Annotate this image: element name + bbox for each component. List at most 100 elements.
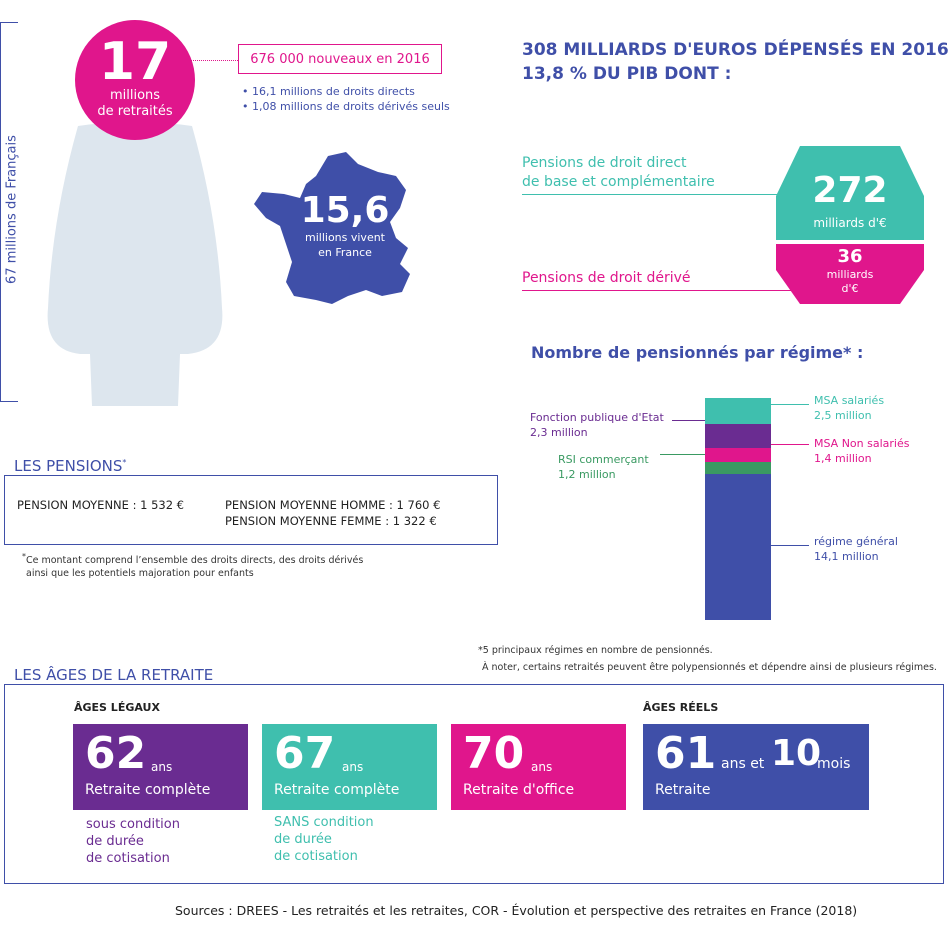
bar-segment-2 [705,447,771,463]
tick-msa-non-salaries [771,444,809,445]
age-card-70-unit: ans [531,760,553,774]
direct-pensions-label: Pensions de droit direct de base et comp… [522,154,715,192]
france-number: 15,6 [300,190,390,231]
regimes-footnote: *5 principaux régimes en nombre de pensi… [478,642,937,676]
derived-pensions-label: Pensions de droit dérivé [522,270,691,286]
spending-title-line1: 308 MILLIARDS D'EUROS DÉPENSÉS EN 2016 [522,40,949,60]
pensions-box: PENSION MOYENNE : 1 532 € PENSION MOYENN… [4,475,498,545]
bar-segment-3 [705,462,771,475]
derived-pensions-value: 36 [837,246,863,267]
real-ages-heading: ÂGES RÉELS [643,701,719,714]
age-card-67-label: Retraite complète [274,782,400,798]
pensions-footnote-mark: * [22,552,26,561]
direct-pensions-label-1: Pensions de droit direct [522,155,687,171]
sources: Sources : DREES - Les retraités et les r… [175,903,858,918]
label-msa-salaries: MSA salariés 2,5 million [814,393,884,423]
condition-62: sous condition de durée de cotisation [86,816,180,867]
label-msa-salaries-name: MSA salariés [814,394,885,407]
retirees-number: 17 [98,32,172,92]
condition-62-line1: sous condition [86,817,180,832]
france-map-icon [254,152,410,304]
pension-average: PENSION MOYENNE : 1 532 € [17,498,184,512]
bar-segment-0 [705,398,771,424]
population-label: 67 millions de Français [4,135,20,284]
retirees-label-1: millions [109,88,161,103]
derived-pensions-unit: milliards d'€ [800,268,900,296]
age-card-62-number: 62 [85,728,147,779]
label-regime-general-value: 14,1 million [814,550,879,563]
retirees-label-2: de retraités [97,104,173,119]
label-rsi-name: RSI commerçant [558,453,649,466]
age-card-real: 61 ans et 10 mois Retraite [643,724,869,810]
age-card-67: 67 ans Retraite complète [262,724,437,810]
pensions-footnote-1: Ce montant comprend l’ensemble des droit… [25,555,364,567]
pensions-footnote: *Ce montant comprend l’ensemble des droi… [22,550,363,580]
ages-title: LES ÂGES DE LA RETRAITE [14,666,214,684]
age-card-real-months-unit: mois [817,756,851,772]
pensions-footnote-2: ainsi que les potentiels majoration pour… [26,568,254,580]
population-bracket [0,22,19,402]
label-regime-general-name: régime général [814,535,898,548]
direct-pensions-line [522,194,777,195]
ages-box [4,684,944,884]
direct-pensions-unit: milliards d'€ [813,216,887,230]
condition-67: SANS condition de durée de cotisation [274,814,374,865]
pensions-title: LES PENSIONS* [14,457,126,475]
tick-rsi [660,454,705,455]
condition-62-line2: de durée [86,834,144,849]
condition-67-line1: SANS condition [274,815,374,830]
pensions-title-mark: * [122,458,127,467]
age-card-real-number: 61 [655,728,717,779]
legal-ages-heading: ÂGES LÉGAUX [74,701,160,714]
spending-hexagon [776,146,924,304]
condition-67-line3: de cotisation [274,849,358,864]
population-silhouette [47,122,223,406]
retirees-circle: 17 millions de retraités [75,20,195,140]
bar-segment-4 [705,474,771,620]
tick-msa-salaries [771,404,809,405]
age-card-62-unit: ans [151,760,173,774]
condition-67-line2: de durée [274,832,332,847]
age-card-real-unit: ans et [721,756,765,772]
age-card-67-number: 67 [274,728,336,779]
tick-fonction-publique [672,420,705,421]
new-retirees-box: 676 000 nouveaux en 2016 [238,44,442,74]
france-label: millions vivent en France [290,230,400,260]
label-msa-non-salaries-name: MSA Non salariés [814,437,910,450]
label-msa-non-salaries: MSA Non salariés 1,4 million [814,436,909,466]
bullet-direct-rights: • 16,1 millions de droits directs [242,85,415,98]
pension-average-women: PENSION MOYENNE FEMME : 1 322 € [225,514,437,528]
spending-title: 308 MILLIARDS D'EUROS DÉPENSÉS EN 2016 1… [522,38,949,86]
bullet-derived-rights: • 1,08 millions de droits dérivés seuls [242,100,450,113]
pensions-title-text: LES PENSIONS [14,457,123,475]
label-fonction-publique-name: Fonction publique d'Etat [530,411,664,424]
regimes-stacked-bar [705,398,771,620]
label-fonction-publique-value: 2,3 million [530,426,588,439]
label-fonction-publique: Fonction publique d'Etat 2,3 million [530,410,664,440]
age-card-70-number: 70 [463,728,525,779]
direct-pensions-value: 272 [812,170,888,211]
regimes-footnote-2: À noter, certains retraités peuvent être… [482,662,937,673]
spending-title-line2: 13,8 % DU PIB DONT : [522,64,732,84]
age-card-70-label: Retraite d'office [463,782,575,798]
direct-pensions-label-2: de base et complémentaire [522,174,715,190]
pension-average-men: PENSION MOYENNE HOMME : 1 760 € [225,498,441,512]
age-card-62: 62 ans Retraite complète [73,724,248,810]
france-label-2: en France [318,246,372,259]
age-card-67-unit: ans [342,760,364,774]
derived-pensions-unit-1: milliards [826,268,874,281]
condition-62-line3: de cotisation [86,851,170,866]
tick-regime-general [771,545,809,546]
connector-line [190,60,238,61]
derived-pensions-unit-2: d'€ [841,282,859,295]
bar-segment-1 [705,423,771,448]
rights-bullets: • 16,1 millions de droits directs • 1,08… [242,84,450,114]
regimes-title: Nombre de pensionnés par régime* : [531,343,864,362]
label-regime-general: régime général 14,1 million [814,534,898,564]
age-card-real-label: Retraite [655,782,711,798]
age-card-70: 70 ans Retraite d'office [451,724,626,810]
france-label-1: millions vivent [305,231,385,244]
label-rsi: RSI commerçant 1,2 million [558,452,649,482]
label-rsi-value: 1,2 million [558,468,616,481]
label-msa-salaries-value: 2,5 million [814,409,872,422]
